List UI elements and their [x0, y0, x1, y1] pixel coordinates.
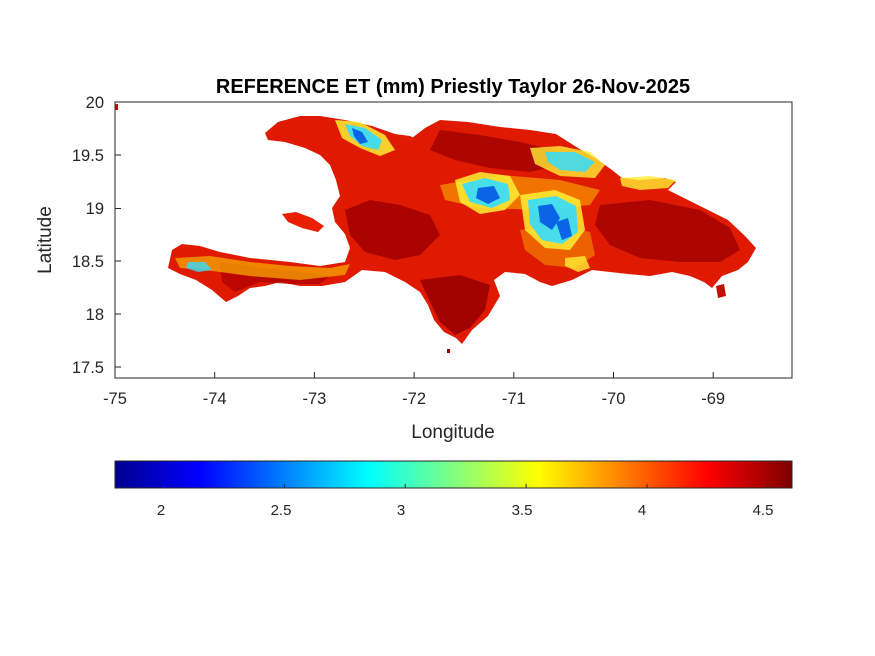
island-landmass	[168, 116, 756, 344]
y-tick-label: 17.5	[72, 359, 104, 377]
y-tick-label: 20	[86, 94, 104, 112]
x-axis-label: Longitude	[411, 422, 494, 443]
colorbar-tick-label: 2.5	[271, 502, 292, 519]
chart-title: REFERENCE ET (mm) Priestly Taylor 26-Nov…	[216, 76, 690, 98]
x-tick-label: -71	[502, 390, 526, 408]
y-axis: 20 19.5 19 18.5 18 17.5 Latitude	[35, 94, 121, 377]
colorbar: 2 2.5 3 3.5 4 4.5	[114, 460, 793, 519]
low-et-zone-southeast	[565, 256, 590, 272]
lowest-et-spot-northwest	[352, 128, 368, 144]
mid-et-zone-south-coast	[175, 256, 350, 280]
x-tick-label: -70	[602, 390, 626, 408]
y-tick-label: 19.5	[72, 147, 104, 165]
colorbar-tick-label: 2	[157, 502, 165, 519]
low-et-zone-southwest	[186, 262, 212, 272]
x-tick-label: -72	[402, 390, 426, 408]
low-et-zone-northeast-peninsula	[620, 176, 676, 190]
tortuga-island	[395, 134, 418, 141]
lowest-et-spot-cordillera-b	[556, 218, 572, 240]
high-et-zone-south	[420, 275, 490, 335]
y-tick-label: 19	[86, 200, 104, 218]
colorbar-tick-label: 4	[638, 502, 646, 519]
x-tick-label: -74	[203, 390, 227, 408]
lowest-et-spot-cordillera-a	[538, 204, 560, 230]
x-tick-label: -73	[302, 390, 326, 408]
lowest-et-spot-central	[476, 186, 500, 204]
y-tick-label: 18.5	[72, 253, 104, 271]
y-axis-label: Latitude	[35, 206, 56, 274]
gonave-island	[282, 212, 324, 232]
y-tick-label: 18	[86, 306, 104, 324]
et-map	[115, 104, 756, 353]
high-et-zone-central-haiti	[345, 200, 440, 260]
high-et-zone-east	[595, 200, 740, 262]
low-et-zone-north	[545, 152, 595, 172]
colorbar-tick-label: 4.5	[753, 502, 774, 519]
colorbar-gradient	[114, 460, 793, 489]
colorbar-tick-label: 3	[397, 502, 405, 519]
saona-island	[716, 284, 726, 298]
map-speck	[115, 104, 118, 110]
x-tick-label: -75	[103, 390, 127, 408]
colorbar-tick-label: 3.5	[512, 502, 533, 519]
beata-speck	[447, 349, 450, 353]
x-axis: -75 -74 -73 -72 -71 -70 -69 Longitude	[103, 372, 725, 443]
high-et-zone-north	[430, 130, 560, 172]
x-tick-label: -69	[701, 390, 725, 408]
